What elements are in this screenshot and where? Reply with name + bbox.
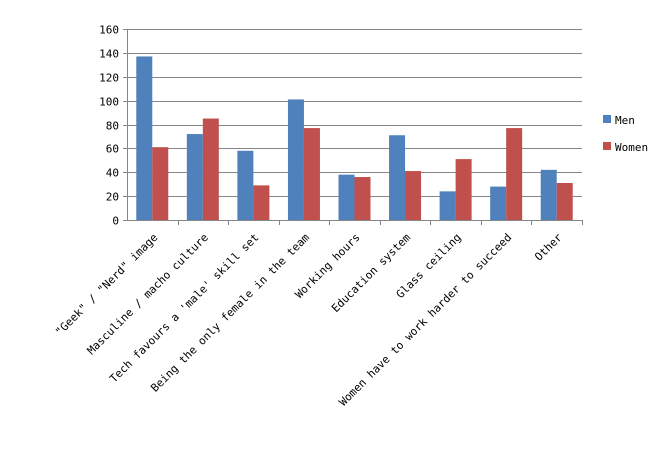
bar-men-5 [389,135,406,220]
bar-women-3 [303,128,320,220]
x-tick-label: Women have to work harder to succeed [337,231,515,409]
bar-men-4 [338,174,355,220]
bar-men-8 [540,169,557,220]
legend-swatch-men [603,115,611,123]
legend-swatch-women [603,142,611,150]
bar-women-2 [253,185,270,220]
y-tick-label: 80 [106,120,119,133]
bar-women-4 [354,177,371,220]
y-tick-label: 20 [106,191,119,204]
bar-women-1 [202,118,219,220]
bars [136,56,573,220]
y-tick-label: 120 [99,72,119,85]
x-tick-label: "Geek" / "Nerd" image [53,231,161,339]
legend-label-women: Women [615,141,648,154]
bar-women-8 [556,182,573,220]
y-tick-label: 140 [99,48,119,61]
y-tick-label: 60 [106,143,119,156]
bar-women-6 [455,159,472,220]
bar-men-3 [287,99,304,220]
y-tick-label: 160 [99,24,119,37]
y-tick-label: 40 [106,167,119,180]
bar-women-0 [152,147,169,220]
bar-women-5 [405,171,422,220]
legend-label-men: Men [615,114,635,127]
bar-men-7 [490,186,507,220]
bar-women-7 [506,128,523,220]
legend: Men Women [603,114,648,154]
bar-men-1 [186,134,203,220]
x-tick-label: Other [532,231,565,264]
bar-men-2 [237,150,254,220]
y-axis: 0 20 40 60 80 100 120 140 160 [99,24,128,228]
bar-men-6 [439,191,456,220]
y-tick-label: 0 [112,215,119,228]
bar-men-0 [136,56,153,220]
y-tick-label: 100 [99,96,119,109]
